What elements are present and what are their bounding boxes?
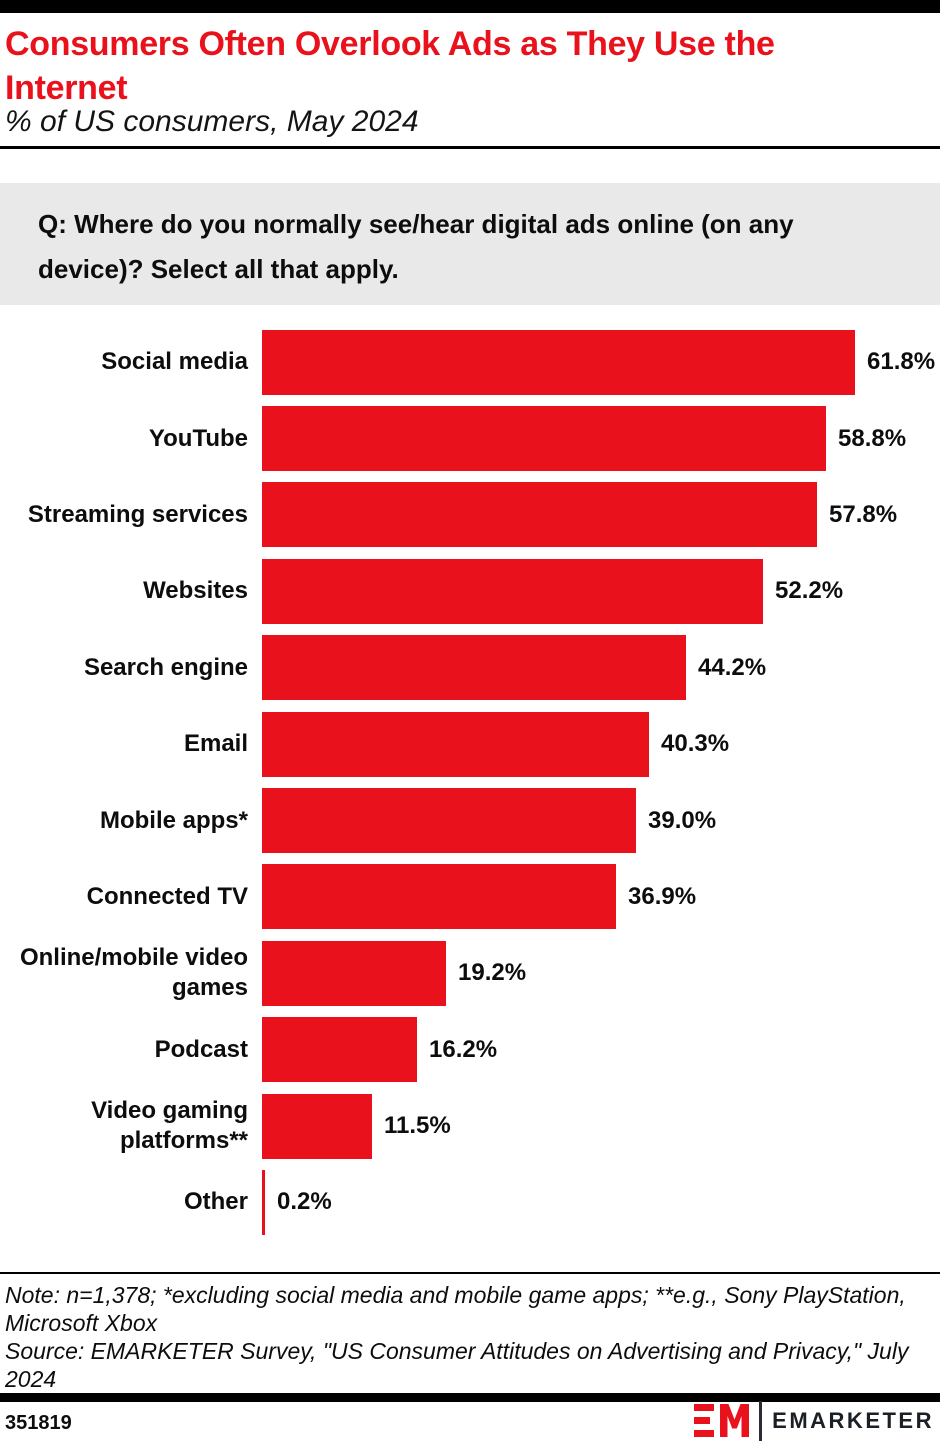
bar-area: 36.9%: [262, 859, 940, 935]
text-line: Search engine: [83, 653, 248, 681]
value-label: 52.2%: [775, 577, 844, 605]
bar: [262, 1169, 265, 1235]
bar: [262, 711, 649, 777]
text-line: Email: [183, 730, 248, 758]
bar: [262, 1017, 417, 1083]
value-label: 58.8%: [838, 424, 907, 452]
category-label: Websites: [0, 576, 248, 606]
chart-row: Social media 61.8%: [0, 324, 940, 400]
bar-area: 16.2%: [262, 1012, 940, 1088]
category-label: Social media: [0, 347, 248, 377]
bar: [262, 635, 686, 701]
bar: [262, 329, 855, 395]
chart-row: Connected TV 36.9%: [0, 859, 940, 935]
chart-row: Streaming services 57.8%: [0, 477, 940, 553]
bar: [262, 788, 636, 854]
text-line: device)? Select all that apply.: [38, 254, 399, 284]
value-label: 57.8%: [829, 500, 898, 528]
logo-wordmark: EMARKETER: [772, 1408, 934, 1433]
chart-row: Online/mobile video games 19.2%: [0, 935, 940, 1011]
logo-divider: [759, 1401, 763, 1441]
text-line: Internet: [5, 69, 128, 107]
text-line: platforms**: [119, 1127, 248, 1155]
bar-area: 52.2%: [262, 553, 940, 629]
title-divider: [0, 146, 940, 149]
chart-row: YouTube 58.8%: [0, 400, 940, 476]
chart-row: Mobile apps* 39.0%: [0, 782, 940, 858]
text-line: Podcast: [154, 1035, 248, 1063]
bar-area: 19.2%: [262, 935, 940, 1011]
category-label: Email: [0, 729, 248, 759]
category-label: Mobile apps*: [0, 806, 248, 836]
text-line: Consumers Often Overlook Ads as They Use…: [5, 25, 775, 63]
bottom-divider-bar: [0, 1393, 940, 1402]
text-line: Online/mobile video: [19, 944, 248, 972]
bar-area: 61.8%: [262, 324, 940, 400]
category-label: Connected TV: [0, 882, 248, 912]
bar: [262, 482, 817, 548]
category-label: Search engine: [0, 653, 248, 683]
bar-area: 39.0%: [262, 782, 940, 858]
bar-area: 0.2%: [262, 1164, 940, 1240]
text-line: Social media: [101, 348, 248, 376]
value-label: 0.2%: [277, 1188, 332, 1216]
text-line: 2024: [5, 1366, 57, 1392]
chart-row: Video gaming platforms** 11.5%: [0, 1088, 940, 1164]
bar-area: 40.3%: [262, 706, 940, 782]
category-label: Online/mobile video games: [0, 943, 248, 1003]
category-label: Other: [0, 1187, 248, 1217]
bar: [262, 940, 446, 1006]
chart-id: 351819: [5, 1412, 72, 1434]
text-line: Streaming services: [27, 500, 248, 528]
question-box: Q: Where do you normally see/hear digita…: [0, 183, 940, 305]
text-line: Other: [183, 1188, 248, 1216]
text-line: Microsoft Xbox: [5, 1310, 158, 1336]
bar-chart: Social media 61.8% YouTube 58.8% Streaming s…: [0, 324, 940, 1241]
value-label: 16.2%: [429, 1035, 498, 1063]
bar-area: 44.2%: [262, 630, 940, 706]
value-label: 36.9%: [628, 882, 697, 910]
chart-row: Search engine 44.2%: [0, 630, 940, 706]
category-label: Streaming services: [0, 500, 248, 530]
bar-area: 11.5%: [262, 1088, 940, 1164]
text-line: Source: EMARKETER Survey, "US Consumer A…: [5, 1338, 909, 1364]
chart-row: Podcast 16.2%: [0, 1012, 940, 1088]
text-line: Video gaming: [91, 1097, 248, 1125]
text-line: Note: n=1,378; *excluding social media a…: [5, 1282, 906, 1308]
bar: [262, 558, 763, 624]
page-title: Consumers Often Overlook Ads as They Use…: [5, 22, 905, 110]
text-line: Websites: [143, 577, 248, 605]
category-label: YouTube: [0, 424, 248, 454]
category-label: Podcast: [0, 1035, 248, 1065]
value-label: 11.5%: [384, 1112, 451, 1140]
text-line: Mobile apps*: [99, 806, 248, 834]
text-line: Connected TV: [86, 882, 248, 910]
bar-area: 57.8%: [262, 477, 940, 553]
chart-row: Websites 52.2%: [0, 553, 940, 629]
bar-area: 58.8%: [262, 400, 940, 476]
value-label: 19.2%: [458, 959, 527, 987]
category-label: Video gaming platforms**: [0, 1096, 248, 1156]
text-line: Q: Where do you normally see/hear digita…: [38, 209, 794, 239]
chart-row: Email 40.3%: [0, 706, 940, 782]
page-subtitle: % of US consumers, May 2024: [5, 105, 419, 138]
value-label: 61.8%: [867, 348, 936, 376]
text-line: YouTube: [148, 424, 248, 452]
bar: [262, 864, 616, 930]
em-mark-icon: [694, 1404, 750, 1437]
bar: [262, 1093, 372, 1159]
chart-row: Other 0.2%: [0, 1164, 940, 1240]
text-line: games: [171, 974, 248, 1002]
value-label: 40.3%: [661, 730, 730, 758]
emarketer-logo: EMARKETER: [694, 1401, 934, 1441]
question-text: Q: Where do you normally see/hear digita…: [0, 183, 940, 292]
value-label: 44.2%: [698, 653, 767, 681]
top-border-bar: [0, 0, 940, 13]
bar: [262, 406, 826, 472]
value-label: 39.0%: [648, 806, 717, 834]
note-text: Note: n=1,378; *excluding social media a…: [5, 1281, 937, 1393]
note-divider: [0, 1272, 940, 1274]
